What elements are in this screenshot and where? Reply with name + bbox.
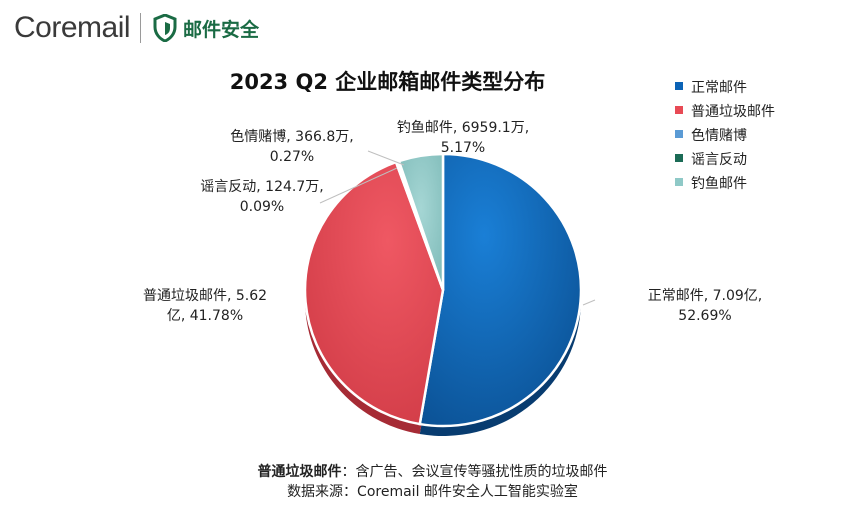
pie-slice-1 (418, 152, 583, 428)
data-label-5: 钓鱼邮件, 6959.1万, 5.17% (397, 119, 529, 156)
brand-name: Coremail (14, 11, 131, 44)
footnote-definition-text: ：含广告、会议宣传等骚扰性质的垃圾邮件 (341, 464, 608, 480)
legend-label: 普通垃圾邮件 (691, 104, 775, 120)
legend-swatch (675, 106, 683, 114)
footnote-source: 数据来源：Coremail 邮件安全人工智能实验室 (287, 484, 578, 500)
data-label-4: 谣言反动, 124.7万, 0.09% (200, 179, 323, 215)
leader-line (367, 150, 405, 166)
footnote-definition: 普通垃圾邮件：含广告、会议宣传等骚扰性质的垃圾邮件 (0, 462, 865, 482)
brand-logo: Coremail 邮件安全 (14, 10, 259, 46)
pie-slice-2 (303, 160, 445, 426)
legend-label: 色情赌博 (691, 127, 747, 144)
legend-label: 钓鱼邮件 (691, 175, 747, 192)
shield-icon (153, 14, 177, 42)
brand-divider (140, 13, 142, 43)
legend-swatch (675, 82, 683, 90)
data-label-2: 普通垃圾邮件, 5.62 亿, 41.78% (143, 288, 267, 324)
legend-label: 正常邮件 (691, 80, 747, 96)
data-label-1: 正常邮件, 7.09亿, 52.69% (648, 288, 763, 324)
pie-slice-5 (397, 152, 445, 291)
legend-swatch (675, 154, 683, 162)
footnote-term: 普通垃圾邮件 (257, 464, 342, 480)
legend-swatch (675, 130, 683, 138)
leader-line (582, 299, 596, 306)
legend-label: 谣言反动 (691, 152, 747, 168)
data-label-3: 色情赌博, 366.8万, 0.27% (230, 128, 353, 165)
brand-product-name: 邮件安全 (183, 18, 260, 41)
footnote: 普通垃圾邮件：含广告、会议宣传等骚扰性质的垃圾邮件 数据来源：Coremail … (0, 462, 865, 502)
legend-swatch (675, 178, 683, 186)
chart-title: 2023 Q2 企业邮箱邮件类型分布 (229, 70, 546, 94)
leader-line (319, 167, 398, 204)
